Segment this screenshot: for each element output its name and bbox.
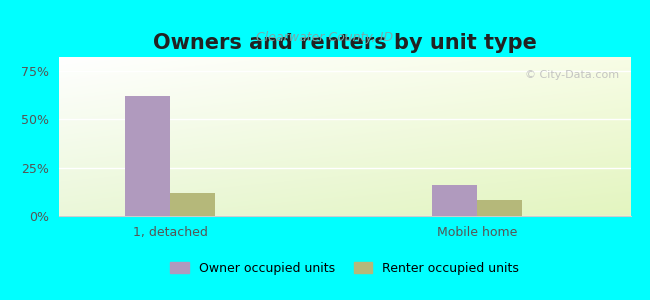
Bar [170,193,214,216]
Title: Owners and renters by unit type: Owners and renters by unit type [153,33,536,53]
Legend: Owner occupied units, Renter occupied units: Owner occupied units, Renter occupied un… [165,257,524,280]
Text: © City-Data.com: © City-Data.com [525,70,619,80]
Text: Clearwater County, ID: Clearwater County, ID [257,31,393,44]
Bar [477,200,522,216]
Bar [125,96,170,216]
Bar [432,185,477,216]
